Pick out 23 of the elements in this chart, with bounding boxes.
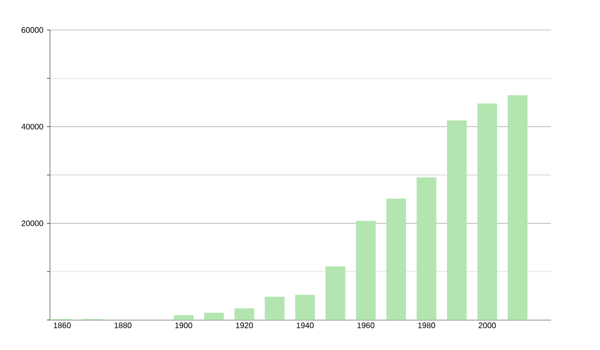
- bar: [295, 294, 315, 320]
- bar: [356, 220, 376, 320]
- x-tick-label: 1860: [54, 322, 71, 328]
- y-tick-label: 40000: [21, 124, 44, 130]
- bar: [508, 95, 528, 320]
- bar: [264, 296, 285, 320]
- bar: [416, 177, 436, 320]
- bar: [326, 266, 346, 320]
- x-tick-label: 1920: [236, 322, 253, 328]
- x-tick-label: 2000: [478, 322, 496, 328]
- y-tick-label: 20000: [22, 220, 44, 226]
- bar: [447, 120, 467, 320]
- bar: [386, 198, 406, 320]
- x-tick-label: 1960: [357, 322, 374, 328]
- x-tick-label: 1980: [418, 322, 436, 328]
- bar: [174, 315, 194, 320]
- x-tick-label: 1880: [114, 322, 132, 328]
- x-tick-label: 1940: [296, 322, 314, 328]
- bar: [204, 312, 224, 320]
- x-tick-label: 1900: [175, 322, 192, 328]
- bar: [477, 103, 498, 320]
- y-tick-label: 60000: [22, 27, 44, 33]
- bar: [234, 308, 254, 320]
